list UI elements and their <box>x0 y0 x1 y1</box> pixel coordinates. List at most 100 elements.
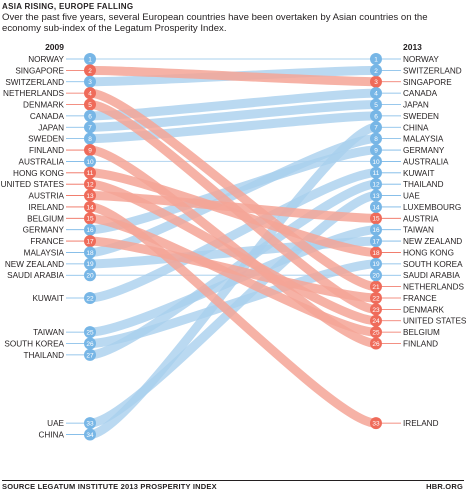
left-country-labels: NORWAY SINGAPORE SWITZERLAND NETHERLANDS DEN… <box>1 55 65 440</box>
left-rank-austria: 13 <box>86 193 94 200</box>
right-rank-singapore: 3 <box>374 79 378 86</box>
left-rank-china: 34 <box>86 432 94 439</box>
right-badge-new-zealand <box>370 235 382 248</box>
right-label-kuwait: KUWAIT <box>403 169 435 178</box>
right-badge-australia <box>370 155 382 168</box>
connector-bands <box>88 58 378 440</box>
left-rank-ireland: 14 <box>86 204 94 211</box>
left-label-saudi-arabia: SAUDI ARABIA <box>7 271 64 280</box>
left-badge-belgium <box>84 212 96 225</box>
left-label-taiwan: TAIWAN <box>33 328 64 337</box>
left-label-australia: AUSTRALIA <box>19 157 65 166</box>
right-badge-china <box>370 121 382 134</box>
right-badge-uae <box>370 189 382 202</box>
right-rank-denmark: 23 <box>372 307 380 314</box>
right-label-luxembourg: LUXEMBOURG <box>403 203 461 212</box>
right-year-label: 2013 <box>403 42 422 52</box>
right-label-france: FRANCE <box>403 294 437 303</box>
left-badge-norway <box>84 53 96 65</box>
right-badge-singapore <box>370 75 382 88</box>
band-belgium <box>89 213 377 337</box>
right-badge-united-states <box>370 314 382 327</box>
footer-divider <box>2 480 464 481</box>
right-badge-sweden <box>370 109 382 122</box>
right-rank-luxembourg: 14 <box>372 204 380 211</box>
left-label-finland: FINLAND <box>29 146 64 155</box>
right-rank-badges: 1322123456261018241533259228172011161912… <box>370 53 382 430</box>
band-netherlands <box>89 88 377 292</box>
right-label-switzerland: SWITZERLAND <box>403 66 462 75</box>
left-badge-south-korea <box>84 337 96 350</box>
band-kuwait <box>89 168 377 303</box>
left-badge-austria <box>84 189 96 202</box>
right-label-united-states: UNITED STATES <box>403 317 467 326</box>
left-badge-kuwait <box>84 291 96 304</box>
right-label-norway: NORWAY <box>403 55 439 64</box>
left-rank-france: 17 <box>86 238 94 245</box>
right-label-saudi-arabia: SAUDI ARABIA <box>403 271 460 280</box>
left-rank-australia: 10 <box>86 159 94 166</box>
right-label-thailand: THAILAND <box>403 180 444 189</box>
right-rank-france: 22 <box>372 295 380 302</box>
left-badge-united-states <box>84 178 96 191</box>
right-rank-canada: 4 <box>374 91 378 98</box>
source-note: SOURCE LEGATUM INSTITUTE 2013 PROSPERITY… <box>2 482 217 491</box>
left-rank-norway: 1 <box>88 56 92 63</box>
right-badge-canada <box>370 87 382 100</box>
left-badge-germany <box>84 223 96 236</box>
left-label-belgium: BELGIUM <box>27 214 64 223</box>
right-rank-austria: 15 <box>372 216 380 223</box>
left-label-ireland: IRELAND <box>29 203 65 212</box>
chart-subtitle: Over the past five years, several Europe… <box>2 12 428 34</box>
left-label-sweden: SWEDEN <box>28 135 64 144</box>
left-badge-thailand <box>84 348 96 361</box>
right-badge-austria <box>370 212 382 225</box>
right-rank-hong-kong: 18 <box>372 250 380 257</box>
right-label-netherlands: NETHERLANDS <box>403 283 465 292</box>
right-badge-luxembourg <box>370 200 382 213</box>
left-rank-new-zealand: 19 <box>86 261 94 268</box>
left-label-japan: JAPAN <box>38 123 64 132</box>
left-label-austria: AUSTRIA <box>29 192 65 201</box>
left-year-label: 2009 <box>45 42 64 52</box>
right-badge-ireland <box>370 417 382 430</box>
left-rank-taiwan: 25 <box>86 330 94 337</box>
right-rank-netherlands: 21 <box>372 284 380 291</box>
left-label-netherlands: NETHERLANDS <box>3 89 65 98</box>
right-rank-south-korea: 19 <box>372 261 380 268</box>
right-label-sweden: SWEDEN <box>403 112 439 121</box>
left-label-germany: GERMANY <box>23 226 65 235</box>
left-badge-france <box>84 235 96 248</box>
left-badge-saudi-arabia <box>84 269 96 282</box>
right-rank-belgium: 25 <box>372 330 380 337</box>
right-label-germany: GERMANY <box>403 146 445 155</box>
left-rank-kuwait: 22 <box>86 295 94 302</box>
right-badge-japan <box>370 98 382 111</box>
right-rank-japan: 5 <box>374 102 378 109</box>
chart-title: ASIA RISING, EUROPE FALLING <box>2 2 134 11</box>
left-rank-singapore: 2 <box>88 68 92 75</box>
left-badge-taiwan <box>84 326 96 339</box>
right-label-south-korea: SOUTH KOREA <box>403 260 463 269</box>
left-label-france: FRANCE <box>30 237 64 246</box>
right-badge-switzerland <box>370 64 382 77</box>
right-badge-germany <box>370 144 382 157</box>
left-rank-hong-kong: 11 <box>87 170 94 177</box>
band-japan <box>89 100 377 132</box>
band-france <box>89 236 377 303</box>
right-rank-ireland: 33 <box>372 421 380 428</box>
left-badge-malaysia <box>84 246 96 259</box>
right-badge-malaysia <box>370 132 382 145</box>
left-rank-saudi-arabia: 20 <box>86 273 94 280</box>
left-badge-singapore <box>84 64 96 77</box>
left-label-new-zealand: NEW ZEALAND <box>5 260 64 269</box>
band-singapore <box>89 65 377 87</box>
left-rank-finland: 9 <box>88 147 92 154</box>
left-rank-switzerland: 3 <box>88 79 92 86</box>
right-badge-norway <box>370 53 382 65</box>
right-rank-kuwait: 11 <box>373 170 380 177</box>
right-badge-denmark <box>370 303 382 316</box>
left-label-switzerland: SWITZERLAND <box>5 78 64 87</box>
right-rank-united-states: 24 <box>372 318 380 325</box>
